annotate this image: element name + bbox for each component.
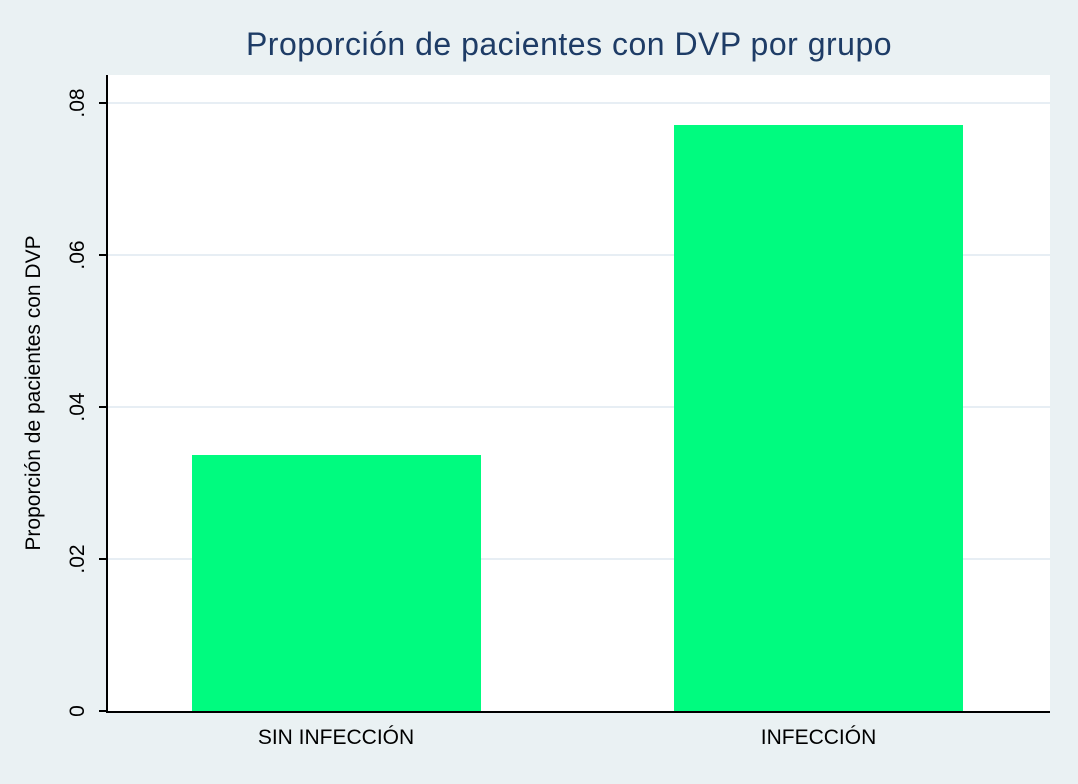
y-tick-0.02 bbox=[99, 558, 108, 560]
y-tick-label-0.08: .08 bbox=[66, 88, 89, 118]
x-axis-line bbox=[106, 711, 1050, 713]
x-category-label-infeccion: INFECCIÓN bbox=[760, 726, 877, 749]
y-tick-label-0.06: .06 bbox=[66, 240, 89, 270]
y-axis-title: Proporción de pacientes con DVP bbox=[22, 235, 45, 551]
y-tick-label-0: 0 bbox=[66, 705, 89, 717]
chart-title: Proporción de pacientes con DVP por grup… bbox=[245, 26, 893, 62]
y-axis-line bbox=[106, 75, 108, 713]
y-tick-0.06 bbox=[99, 254, 108, 256]
y-tick-0.04 bbox=[99, 406, 108, 408]
y-tick-0.08 bbox=[99, 102, 108, 104]
x-category-label-sin-infeccion: SIN INFECCIÓN bbox=[257, 726, 415, 749]
gridline-y-0.04 bbox=[108, 406, 1050, 408]
bar-sin-infeccion bbox=[191, 454, 481, 711]
bar-infeccion bbox=[674, 125, 963, 711]
plot-area bbox=[108, 75, 1050, 711]
y-tick-0 bbox=[99, 710, 108, 712]
gridline-y-0.02 bbox=[108, 558, 1050, 560]
gridline-y-0.08 bbox=[108, 102, 1050, 104]
y-tick-label-0.02: .02 bbox=[66, 544, 89, 574]
gridline-y-0.06 bbox=[108, 254, 1050, 256]
y-tick-label-0.04: .04 bbox=[66, 392, 89, 422]
